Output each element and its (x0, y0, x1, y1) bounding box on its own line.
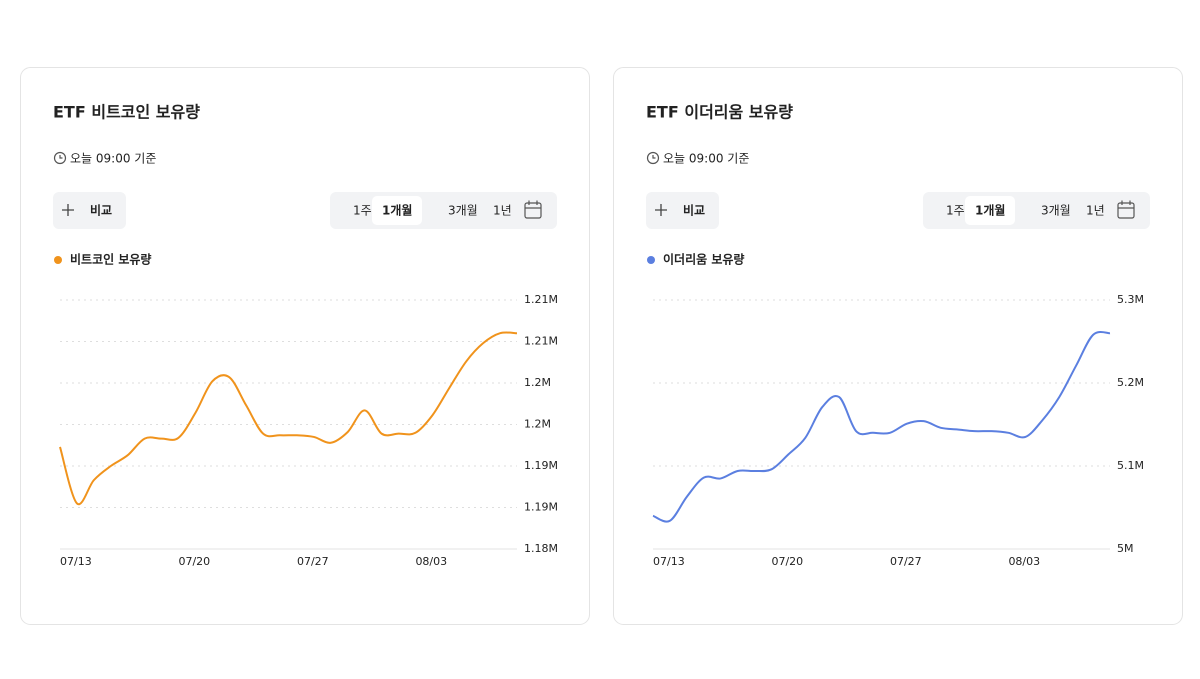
compare-button[interactable] (53, 192, 126, 229)
x-tick-label: 07/20 (178, 555, 210, 568)
period-tab[interactable]: 3개월 (448, 204, 478, 218)
y-tick-label: 5.1M (1117, 459, 1144, 472)
compare-label[interactable]: 비교 (90, 203, 112, 218)
x-tick-label: 08/03 (415, 555, 447, 568)
legend-dot (54, 256, 62, 264)
line-series (59, 331, 518, 506)
y-tick-label: 1.19M (524, 501, 558, 514)
updated-time: 오늘 09:00 기준 (663, 152, 749, 166)
period-tab[interactable]: 1주 (946, 204, 965, 218)
card-title: ETF 이더리움 보유량 (646, 103, 793, 122)
period-tab[interactable]: 1주 (353, 204, 372, 218)
compare-button[interactable] (646, 192, 719, 229)
x-tick-label: 07/27 (890, 555, 922, 568)
x-tick-label: 08/03 (1008, 555, 1040, 568)
x-tick-label: 07/13 (60, 555, 92, 568)
y-tick-label: 1.19M (524, 459, 558, 472)
period-tab[interactable]: 1년 (1086, 204, 1105, 218)
plus-icon (655, 204, 667, 216)
line-series (652, 331, 1111, 523)
y-tick-label: 1.2M (524, 418, 551, 431)
y-tick-label: 5.2M (1117, 376, 1144, 389)
x-tick-label: 07/27 (297, 555, 329, 568)
calendar-icon[interactable] (524, 202, 542, 219)
x-tick-label: 07/20 (771, 555, 803, 568)
y-tick-label: 1.2M (524, 376, 551, 389)
period-tab[interactable]: 1개월 (975, 203, 1005, 218)
legend-label: 이더리움 보유량 (663, 252, 744, 267)
updated-time: 오늘 09:00 기준 (70, 152, 156, 166)
clock-icon (646, 151, 660, 165)
period-tab-active[interactable] (965, 196, 1015, 225)
plus-icon (62, 204, 74, 216)
calendar-lines (1118, 200, 1134, 209)
calendar-icon[interactable] (1117, 202, 1135, 219)
period-tab[interactable]: 3개월 (1041, 204, 1071, 218)
x-tick-label: 07/13 (653, 555, 685, 568)
y-tick-label: 1.21M (524, 293, 558, 306)
y-tick-label: 1.21M (524, 335, 558, 348)
period-tab[interactable]: 1년 (493, 204, 512, 218)
compare-label[interactable]: 비교 (683, 203, 705, 218)
period-tab-active[interactable] (372, 196, 422, 225)
y-tick-label: 5M (1117, 542, 1134, 555)
clock-hands (652, 155, 656, 159)
y-tick-label: 1.18M (524, 542, 558, 555)
clock-icon (53, 151, 67, 165)
calendar-lines (525, 200, 541, 209)
legend-dot (647, 256, 655, 264)
period-tab[interactable]: 1개월 (382, 203, 412, 218)
legend-label: 비트코인 보유량 (70, 252, 151, 267)
y-tick-label: 5.3M (1117, 293, 1144, 306)
card-title: ETF 비트코인 보유량 (53, 103, 200, 122)
clock-hands (59, 155, 63, 159)
